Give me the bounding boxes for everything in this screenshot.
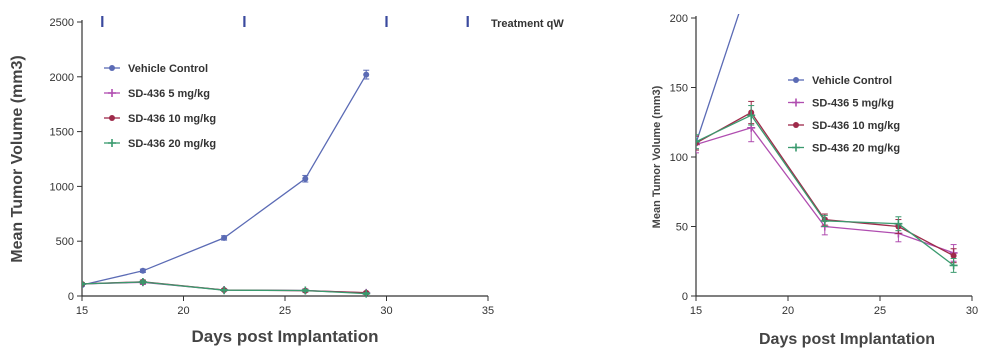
x-tick-label: 35: [482, 305, 494, 317]
legend-label: SD-436 5 mg/kg: [128, 88, 210, 100]
x-tick-label: 20: [177, 305, 189, 317]
data-point: [362, 289, 371, 298]
plot-area: [696, 14, 958, 273]
data-point: [747, 111, 756, 120]
data-point: [696, 140, 700, 149]
data-point: [221, 234, 228, 241]
y-tick-label: 50: [676, 222, 688, 234]
x-tick-label: 20: [782, 305, 794, 317]
series-line: [696, 14, 740, 144]
legend-label: SD-436 10 mg/kg: [128, 113, 216, 125]
chart-2: [691, 14, 973, 301]
y-tick-label: 150: [670, 83, 688, 95]
legend-label: SD-436 10 mg/kg: [812, 120, 900, 132]
data-point: [302, 175, 309, 182]
legend-label: Vehicle Control: [128, 63, 208, 75]
y-tick-label: 100: [670, 152, 688, 164]
data-point: [138, 277, 147, 286]
data-point: [820, 216, 829, 225]
legend-marker: [792, 143, 800, 152]
data-point: [301, 286, 310, 295]
data-point: [696, 137, 700, 146]
legend-marker: [108, 89, 116, 97]
chart-1: [77, 16, 489, 301]
data-point: [950, 252, 957, 259]
x-tick-label: 25: [279, 305, 291, 317]
y-tick-label: 2000: [50, 72, 74, 84]
data-point: [363, 71, 370, 78]
x-axis-title: Days post Implantation: [759, 331, 935, 348]
legend-marker: [108, 139, 116, 147]
legend-label: SD-436 20 mg/kg: [128, 138, 216, 150]
y-tick-label: 0: [682, 291, 688, 303]
y-axis-title: Mean Tumor Volume (mm3): [9, 55, 26, 262]
plot-area: [82, 69, 371, 298]
legend-marker: [793, 77, 799, 83]
legend-label: SD-436 20 mg/kg: [812, 143, 900, 155]
legend-marker: [109, 115, 115, 121]
x-tick-label: 15: [76, 305, 88, 317]
y-tick-label: 0: [68, 291, 74, 303]
data-point: [139, 267, 146, 274]
x-tick-label: 15: [690, 305, 702, 317]
legend-marker: [793, 122, 799, 128]
x-tick-label: 25: [874, 305, 886, 317]
data-point: [949, 261, 958, 270]
series-line: [696, 114, 954, 266]
data-point: [82, 279, 86, 288]
data-point: [220, 286, 229, 295]
y-tick-label: 500: [56, 236, 74, 248]
y-tick-label: 1000: [50, 181, 74, 193]
x-tick-label: 30: [380, 305, 392, 317]
x-tick-label: 30: [966, 305, 978, 317]
legend-marker: [792, 98, 800, 107]
legend-label: SD-436 5 mg/kg: [812, 98, 894, 110]
y-tick-label: 200: [670, 13, 688, 25]
y-tick-label: 2500: [50, 17, 74, 29]
data-point: [894, 219, 903, 228]
x-axis-title: Days post Implantation: [191, 327, 378, 346]
treatment-label: Treatment qW: [491, 18, 564, 30]
legend-label: Vehicle Control: [812, 75, 892, 87]
y-tick-label: 1500: [50, 127, 74, 139]
y-axis-title: Mean Tumor Volume (mm3): [651, 85, 663, 228]
series-line: [82, 74, 367, 286]
legend-marker: [109, 65, 115, 71]
